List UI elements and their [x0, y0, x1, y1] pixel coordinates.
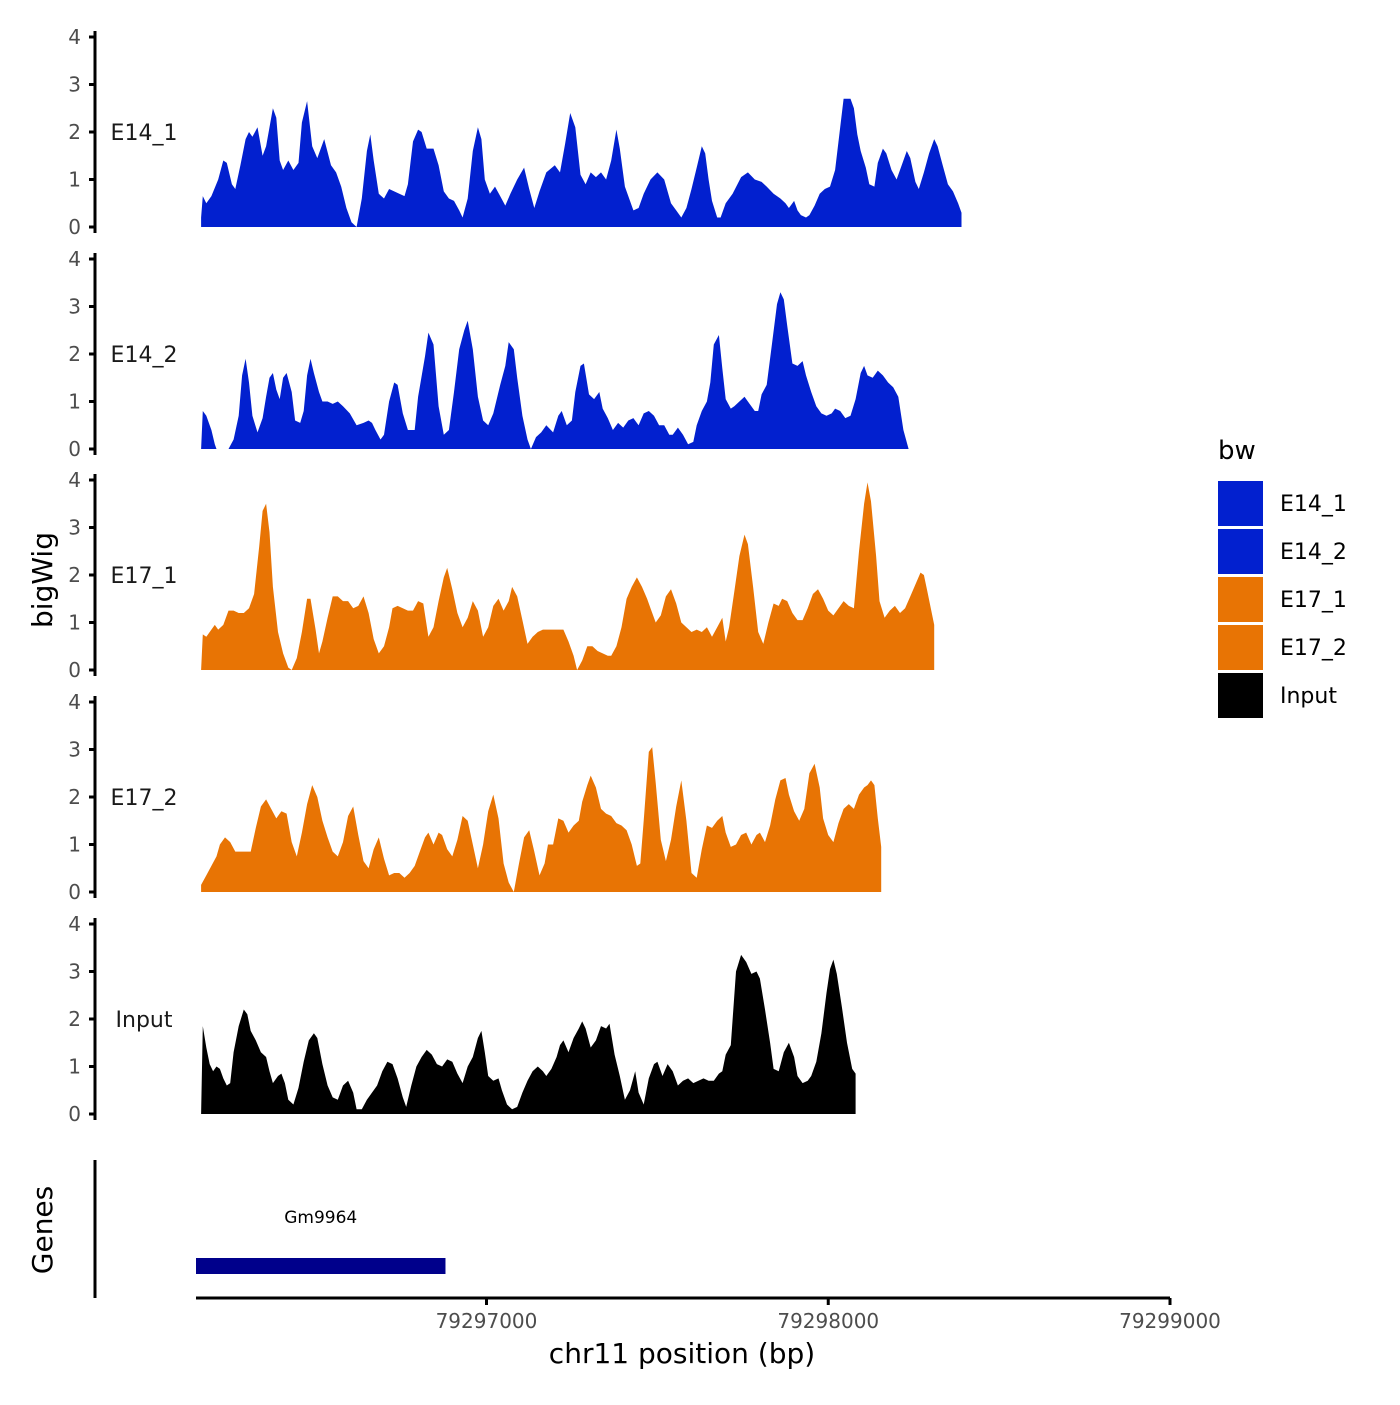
legend-key-e14_2 [1218, 529, 1263, 574]
legend: bw E14_1 E14_2 E17_1 E17_2 Input [1218, 436, 1347, 718]
y-tick-label: 0 [68, 215, 81, 239]
track-e14_1: 0 1 2 3 4 E14_1 [68, 25, 962, 239]
signal-area-e14_2 [201, 292, 909, 449]
y-tick-label: 4 [68, 912, 81, 936]
x-tick-label: 79298000 [777, 1309, 879, 1333]
legend-label: E17_2 [1280, 636, 1347, 661]
y-tick-label: 1 [68, 390, 81, 414]
legend-label: E14_2 [1280, 540, 1347, 565]
y-tick-label: 0 [68, 1102, 81, 1126]
genes-axis-title: Genes [26, 1186, 59, 1274]
y-tick-label: 0 [68, 880, 81, 904]
x-axis-title: chr11 position (bp) [549, 1337, 815, 1370]
y-tick-label: 2 [68, 563, 81, 587]
legend-key-input [1218, 673, 1263, 718]
track-label: E14_1 [111, 121, 178, 146]
track-label: E17_1 [111, 564, 178, 589]
y-tick-label: 0 [68, 437, 81, 461]
y-tick-label: 4 [68, 247, 81, 271]
genes-layer: Gm9964 [93, 1160, 446, 1298]
x-axis: 79297000 79298000 79299000 [196, 1296, 1221, 1333]
tracks-layer: 0 1 2 3 4 E14_1 0 1 2 3 4 E14_2 0 1 2 3 4 E17_1 0 1 2 3 4 E17_2… [68, 25, 962, 1126]
legend-label: E17_1 [1280, 588, 1347, 613]
y-tick-label: 1 [68, 168, 81, 192]
y-tick-label: 4 [68, 468, 81, 492]
y-axis-title: bigWig [26, 532, 59, 628]
y-tick-label: 2 [68, 342, 81, 366]
track-e17_1: 0 1 2 3 4 E17_1 [68, 468, 935, 682]
signal-area-e14_1 [201, 98, 962, 227]
signal-area-e17_1 [201, 482, 935, 670]
track-e17_2: 0 1 2 3 4 E17_2 [68, 690, 882, 904]
signal-area-e17_2 [201, 747, 882, 892]
y-tick-label: 0 [68, 658, 81, 682]
y-tick-label: 2 [68, 120, 81, 144]
y-tick-label: 4 [68, 25, 81, 49]
legend-title: bw [1218, 436, 1256, 466]
legend-key-e14_1 [1218, 481, 1263, 526]
y-tick-label: 3 [68, 516, 81, 540]
track-label: E17_2 [111, 786, 178, 811]
y-tick-label: 4 [68, 690, 81, 714]
x-tick-label: 79297000 [436, 1309, 538, 1333]
legend-key-e17_2 [1218, 625, 1263, 670]
gene-label: Gm9964 [284, 1208, 357, 1228]
y-tick-label: 1 [68, 833, 81, 857]
y-tick-label: 2 [68, 1007, 81, 1031]
y-tick-label: 2 [68, 785, 81, 809]
track-e14_2: 0 1 2 3 4 E14_2 [68, 247, 909, 461]
y-tick-label: 3 [68, 73, 81, 97]
y-tick-label: 1 [68, 611, 81, 635]
y-tick-label: 3 [68, 738, 81, 762]
legend-label: Input [1280, 684, 1337, 709]
signal-area-input [201, 954, 856, 1114]
gene-bar [196, 1258, 446, 1274]
legend-key-e17_1 [1218, 577, 1263, 622]
track-label: E14_2 [111, 343, 178, 368]
track-label: Input [116, 1008, 173, 1033]
legend-label: E14_1 [1280, 492, 1347, 517]
y-tick-label: 3 [68, 295, 81, 319]
x-tick-label: 79299000 [1119, 1309, 1221, 1333]
track-input: 0 1 2 3 4 Input [68, 912, 856, 1126]
y-tick-label: 3 [68, 960, 81, 984]
y-tick-label: 1 [68, 1055, 81, 1079]
